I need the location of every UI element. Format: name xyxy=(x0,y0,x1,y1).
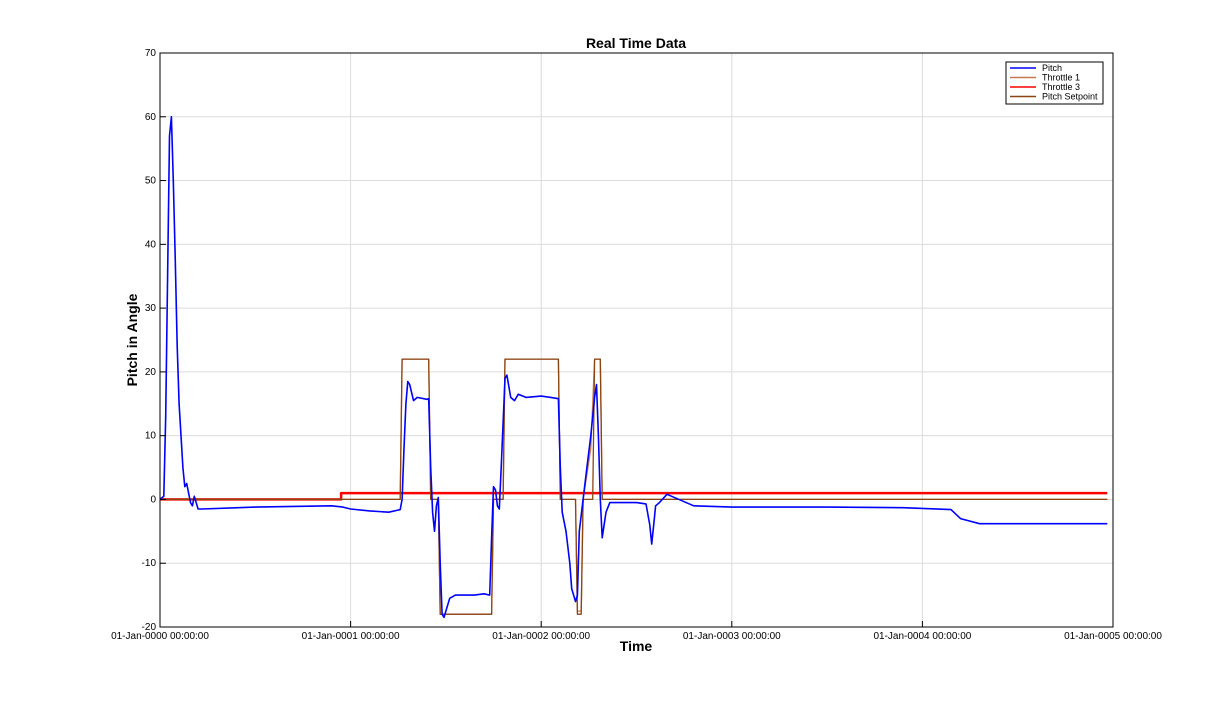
axis-ticks: 01-Jan-0000 00:00:00 01-Jan-0001 00:00:00… xyxy=(111,48,1162,642)
legend-entry: Pitch Setpoint xyxy=(1042,92,1098,102)
y-tick-label: 0 xyxy=(150,494,156,505)
y-tick-label: 70 xyxy=(145,48,157,59)
y-tick-label: 50 xyxy=(145,176,157,187)
series-line-pitch-setpoint xyxy=(160,358,1108,615)
y-tick-label: -20 xyxy=(142,622,157,633)
x-tick-label: 01-Jan-0005 00:00:00 xyxy=(1064,631,1162,642)
legend-entry: Throttle 1 xyxy=(1042,73,1080,83)
series-line-pitch xyxy=(159,116,1108,619)
x-tick-label: 01-Jan-0000 00:00:00 xyxy=(111,631,209,642)
legend-entry: Pitch xyxy=(1042,63,1062,73)
x-tick-label: 01-Jan-0001 00:00:00 xyxy=(302,631,400,642)
chart-title: Real Time Data xyxy=(586,35,686,51)
y-tick-label: 40 xyxy=(145,239,157,250)
series-line-throttle-1 xyxy=(160,358,1108,615)
x-tick-label: 01-Jan-0004 00:00:00 xyxy=(873,631,971,642)
y-tick-label: 30 xyxy=(145,303,157,314)
grid-lines xyxy=(159,52,1114,628)
y-tick-label: 60 xyxy=(145,112,157,123)
y-axis-label: Pitch in Angle xyxy=(124,293,140,386)
series-line-throttle-3 xyxy=(160,491,1108,501)
y-tick-label: 10 xyxy=(145,431,157,442)
y-tick-label: -10 xyxy=(142,558,157,569)
series-lines xyxy=(159,116,1108,619)
x-tick-label: 01-Jan-0002 00:00:00 xyxy=(492,631,590,642)
x-axis-label: Time xyxy=(620,638,653,654)
plot-frame xyxy=(159,52,1114,628)
legend-entry: Throttle 3 xyxy=(1042,82,1080,92)
x-tick-label: 01-Jan-0003 00:00:00 xyxy=(683,631,781,642)
y-tick-label: 20 xyxy=(145,367,157,378)
